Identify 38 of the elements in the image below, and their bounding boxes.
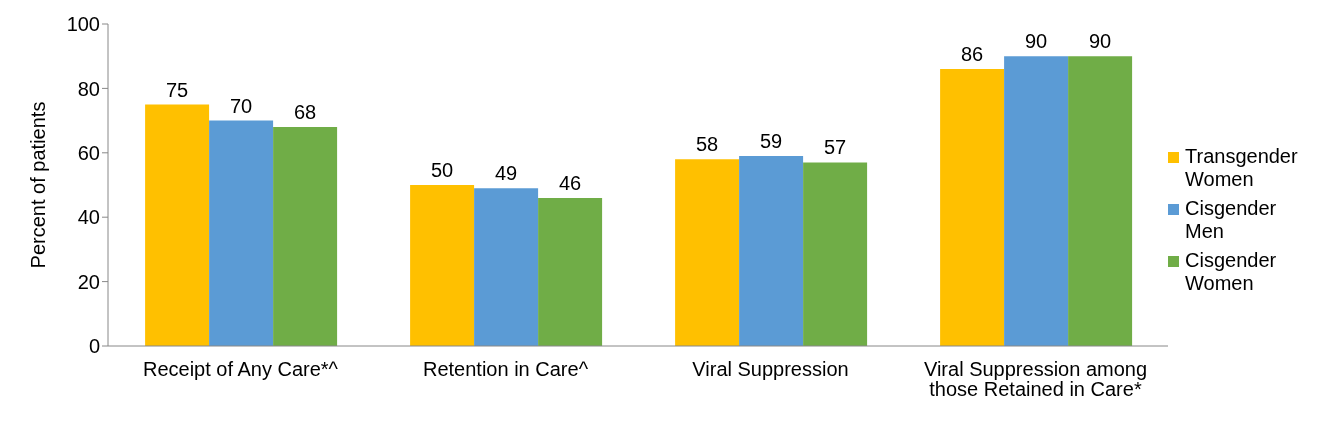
bar	[273, 127, 338, 346]
bar	[675, 159, 740, 346]
y-tick-label: 80	[77, 77, 100, 100]
bar	[739, 156, 804, 346]
data-label: 68	[293, 101, 317, 124]
data-label: 58	[695, 133, 719, 156]
data-label: 75	[165, 78, 189, 101]
y-tick-label: 20	[77, 270, 100, 293]
bar	[209, 120, 274, 346]
data-label: 90	[1024, 30, 1048, 53]
data-label: 46	[558, 171, 582, 194]
data-label: 49	[494, 162, 518, 185]
data-label: 57	[823, 136, 847, 159]
x-tick-label: Retention in Care^	[422, 358, 589, 381]
bar	[145, 104, 210, 346]
bar	[1068, 56, 1133, 346]
legend-label: Cisgender Men	[1185, 197, 1278, 243]
y-tick-label: 40	[77, 206, 100, 229]
bar	[940, 69, 1005, 346]
y-axis-title: Percent of patients	[27, 101, 50, 269]
data-label: 70	[229, 94, 253, 117]
bar	[1004, 56, 1069, 346]
legend-label: Cisgender Women	[1185, 249, 1278, 295]
bar	[410, 185, 475, 346]
y-tick-label: 60	[77, 141, 100, 164]
legend-label: Transgender Women	[1185, 145, 1299, 191]
y-tick-label: 0	[88, 335, 100, 358]
x-tick-label: Viral Suppression among those Retained in Care*	[923, 358, 1148, 401]
y-tick-label: 100	[66, 13, 100, 36]
x-tick-label: Receipt of Any Care*^	[142, 358, 339, 381]
x-tick-label: Viral Suppression	[692, 358, 849, 381]
data-label: 86	[960, 43, 984, 66]
bar	[474, 188, 539, 346]
bar	[538, 197, 603, 346]
bar	[803, 162, 868, 346]
data-label: 59	[759, 130, 783, 153]
data-label: 50	[430, 159, 454, 181]
data-label: 90	[1088, 30, 1112, 53]
